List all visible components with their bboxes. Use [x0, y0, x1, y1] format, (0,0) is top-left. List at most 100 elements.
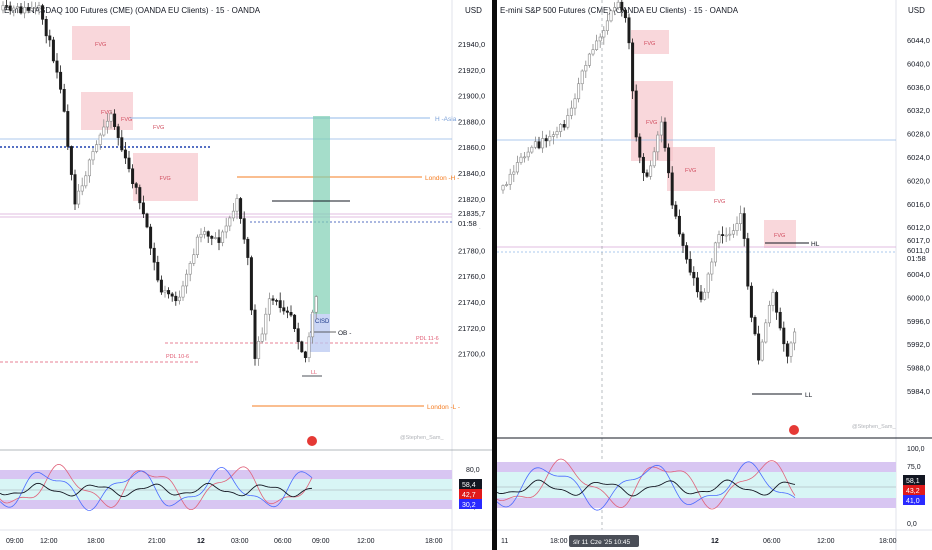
candle: [703, 291, 707, 300]
candle: [303, 351, 307, 358]
candle: [77, 190, 81, 205]
candle: [652, 151, 656, 167]
candle: [134, 183, 138, 188]
countdown-badge: 01:58: [907, 254, 926, 263]
fvg-label: FVG: [160, 176, 171, 182]
candle: [771, 292, 775, 306]
momentum-line: [0, 482, 313, 498]
candle: [728, 233, 732, 236]
candle: [634, 90, 638, 138]
stoch-badge-value: 42,7: [462, 492, 476, 499]
candle: [569, 107, 573, 116]
candle: [587, 53, 591, 66]
price-badge-bg: [897, 236, 932, 266]
candle: [314, 296, 318, 313]
fvg-label: FVG: [646, 120, 657, 126]
candle: [717, 234, 721, 244]
candle: [257, 341, 261, 359]
crosshair-time-badge: [569, 535, 639, 547]
stoch-d-line: [0, 466, 313, 511]
stoch-upper-band: [497, 462, 896, 472]
candle: [537, 141, 541, 149]
candle: [267, 298, 271, 315]
price-tick-label: 6036,0: [907, 83, 930, 92]
stoch-badge-value: 58,1: [906, 478, 920, 485]
london-high-label: London -H -: [425, 175, 459, 182]
price-tick-label: 21740,0: [458, 298, 485, 307]
candle: [311, 311, 315, 338]
sp500-chart-canvas[interactable]: 6044,0 6040,0 6036,0 6032,0 6028,0 6024,0 6020…: [497, 0, 932, 550]
candle: [170, 293, 174, 297]
price-tick-label: 5984,0: [907, 387, 930, 396]
fvg-label: FVG: [714, 199, 725, 205]
candle: [48, 35, 52, 41]
candle: [152, 247, 156, 263]
panel-divider[interactable]: [492, 0, 497, 550]
price-tick-label: 6028,0: [907, 130, 930, 139]
candle: [66, 111, 70, 147]
price-tick-label: 21940,0: [458, 40, 485, 49]
price-tick-label: 6044,0: [907, 36, 930, 45]
candle: [177, 296, 181, 302]
candle: [278, 300, 282, 309]
candle: [206, 231, 210, 237]
price-tick-label: 21900,0: [458, 92, 485, 101]
london-low-label: London -L -: [427, 404, 460, 411]
candle: [73, 174, 77, 205]
candle: [573, 98, 577, 109]
candle: [127, 157, 131, 170]
candle: [541, 138, 545, 149]
candle: [735, 223, 739, 231]
candle: [764, 322, 768, 343]
candle: [544, 138, 548, 142]
candle: [793, 331, 797, 344]
price-tick-label: 6032,0: [907, 106, 930, 115]
candle: [59, 71, 63, 90]
us-flag-icon: [307, 436, 317, 446]
pdl-label: PDL 11-6: [416, 336, 439, 342]
candle: [760, 341, 764, 361]
candle: [149, 226, 153, 249]
candle: [785, 343, 789, 357]
candle: [710, 261, 714, 275]
candle: [102, 126, 106, 136]
candle: [253, 309, 257, 359]
candle: [33, 6, 37, 9]
candle: [300, 341, 304, 353]
candle: [105, 120, 109, 128]
sp500-chart-panel[interactable]: E-mini S&P 500 Futures (CME) (OANDA EU C…: [497, 0, 932, 550]
time-tick-label: 18:00: [879, 538, 897, 545]
currency-label[interactable]: USD: [465, 6, 482, 15]
candle: [515, 162, 519, 173]
candle: [724, 234, 728, 237]
price-badge-bg: [453, 208, 492, 228]
candle: [159, 279, 163, 293]
currency-label[interactable]: USD: [908, 6, 925, 15]
current-price-badge: 6011,0: [907, 246, 929, 255]
time-tick-label: 18:00: [87, 538, 105, 545]
stoch-k-line: [0, 463, 313, 510]
candle: [641, 156, 645, 174]
candle: [249, 257, 253, 311]
candle: [285, 310, 289, 313]
time-tick-label: 12:00: [40, 538, 58, 545]
candle: [699, 291, 703, 300]
candle: [548, 136, 552, 142]
candle: [555, 131, 559, 135]
stoch-badge: [459, 479, 482, 489]
candle: [695, 277, 699, 293]
candle: [598, 36, 602, 42]
candle: [98, 134, 102, 145]
candle: [188, 263, 192, 275]
nasdaq-chart-canvas[interactable]: 21940,0 21920,0 21900,0 21880,0 21860,0 21840…: [0, 0, 492, 550]
stoch-badge: [903, 485, 925, 495]
price-tick-label: 21720,0: [458, 324, 485, 333]
stoch-badge-value: 41,0: [906, 498, 920, 505]
nasdaq-chart-panel[interactable]: E-mini NASDAQ 100 Futures (CME) (OANDA E…: [0, 0, 492, 550]
candle: [688, 258, 692, 273]
time-tick-label: 18:00: [550, 538, 568, 545]
fvg-label: FVG: [774, 233, 785, 239]
price-tick-label: 5992,0: [907, 340, 930, 349]
candle: [87, 159, 91, 177]
price-tick-label: 6016,0: [907, 200, 930, 209]
